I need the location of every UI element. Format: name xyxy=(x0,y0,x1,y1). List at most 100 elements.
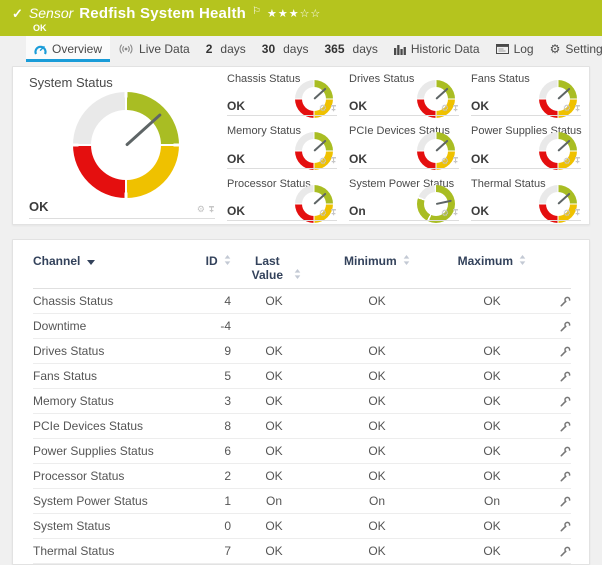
log-icon xyxy=(495,44,509,54)
pin-icon[interactable] xyxy=(330,104,337,113)
cell-last: OK xyxy=(231,388,317,414)
pin-icon[interactable] xyxy=(574,209,581,217)
cell-max: OK xyxy=(437,363,547,389)
mini-gauge xyxy=(295,184,333,223)
tab-overview[interactable]: Overview xyxy=(26,36,111,62)
gear-icon[interactable]: ⚙ xyxy=(196,204,205,214)
channel-settings-wrench-icon[interactable] xyxy=(560,321,571,332)
tab-365-days[interactable]: 365 days xyxy=(316,36,385,62)
mini-gauge-title: Memory Status xyxy=(227,125,301,138)
channel-settings-wrench-icon[interactable] xyxy=(560,496,571,507)
channel-settings-wrench-icon[interactable] xyxy=(560,471,571,482)
cell-max: OK xyxy=(437,388,547,414)
cell-channel: System Power Status xyxy=(33,488,183,514)
priority-stars[interactable]: ★★★☆☆ xyxy=(266,8,322,20)
mini-gauge-title: Thermal Status xyxy=(471,177,546,190)
column-header-id[interactable]: ID xyxy=(183,250,231,289)
pin-icon[interactable] xyxy=(452,104,459,113)
mini-gauge xyxy=(295,80,333,118)
mini-gauge-title: Fans Status xyxy=(471,73,530,85)
cell-min: OK xyxy=(317,388,437,414)
cell-min: OK xyxy=(317,438,437,464)
gauge-footer-icons: ⚙ xyxy=(562,207,581,218)
cell-min: OK xyxy=(317,538,437,564)
mini-gauge-cell: Processor Status OK ⚙ xyxy=(223,172,345,224)
pin-icon[interactable] xyxy=(452,209,459,217)
pin-icon[interactable] xyxy=(330,209,337,217)
channel-settings-wrench-icon[interactable] xyxy=(560,446,571,457)
tab-2-days[interactable]: 2 days xyxy=(198,36,254,62)
column-label: Minimum xyxy=(343,254,397,268)
tab-live-data[interactable]: Live Data xyxy=(110,36,198,62)
mini-gauge-footer: OK ⚙ xyxy=(349,99,459,117)
cell-last: On xyxy=(231,488,317,514)
pin-icon[interactable] xyxy=(574,104,581,113)
pin-icon[interactable] xyxy=(452,157,459,165)
cell-channel: Chassis Status xyxy=(33,288,183,314)
priority-flag-icon[interactable]: ⚐ xyxy=(252,6,261,17)
pin-icon[interactable] xyxy=(574,157,581,165)
cell-channel: Processor Status xyxy=(33,463,183,489)
cell-max: OK xyxy=(437,413,547,439)
tab-historic-data[interactable]: Historic Data xyxy=(386,36,488,62)
mini-gauge-cell: Memory Status OK ⚙ xyxy=(223,119,345,171)
pin-icon[interactable] xyxy=(208,205,215,214)
cell-id: 8 xyxy=(183,413,231,439)
gear-icon[interactable]: ⚙ xyxy=(440,207,449,218)
cell-max: OK xyxy=(437,288,547,314)
channel-row: System Status 0 OK OK OK xyxy=(33,513,571,539)
mini-gauge-footer: OK ⚙ xyxy=(349,152,459,169)
sort-updown-icon xyxy=(520,255,526,265)
gear-icon[interactable]: ⚙ xyxy=(562,103,571,114)
channel-settings-wrench-icon[interactable] xyxy=(560,546,571,557)
channel-settings-wrench-icon[interactable] xyxy=(560,371,571,382)
channel-settings-wrench-icon[interactable] xyxy=(560,346,571,357)
cell-channel: PCIe Devices Status xyxy=(33,413,183,439)
mini-gauge-value: OK xyxy=(349,151,367,166)
gear-icon[interactable]: ⚙ xyxy=(318,207,327,218)
cell-max xyxy=(437,313,547,339)
column-header-channel[interactable]: Channel xyxy=(33,250,183,289)
column-header-maximum[interactable]: Maximum xyxy=(437,250,547,289)
tab-log[interactable]: Log xyxy=(488,36,542,62)
tab-30-days[interactable]: 30 days xyxy=(254,36,317,62)
mini-gauge xyxy=(417,184,455,223)
gauges-panel: System Status OK ⚙ Chassis Stat xyxy=(12,66,590,225)
channel-settings-wrench-icon[interactable] xyxy=(560,296,571,307)
tab-label: days xyxy=(352,42,378,56)
tab-day-count: 365 xyxy=(324,42,345,56)
cell-last: OK xyxy=(231,463,317,489)
sensor-status-text: OK xyxy=(33,23,47,33)
gear-icon[interactable]: ⚙ xyxy=(440,103,449,114)
gauge-footer-icons: ⚙ xyxy=(318,155,337,166)
tab-label: Settings xyxy=(565,42,602,56)
tab-settings[interactable]: ⚙ Settings xyxy=(542,36,602,62)
channel-settings-wrench-icon[interactable] xyxy=(560,421,571,432)
channel-settings-wrench-icon[interactable] xyxy=(560,396,571,407)
gauge-footer-icons: ⚙ xyxy=(441,104,459,113)
sort-updown-icon xyxy=(224,255,231,265)
cell-channel: System Status xyxy=(33,513,183,539)
gear-icon[interactable]: ⚙ xyxy=(318,155,327,166)
channel-settings-wrench-icon[interactable] xyxy=(560,521,571,532)
pin-icon[interactable] xyxy=(330,157,337,165)
cell-max: OK xyxy=(437,538,547,564)
gear-icon[interactable]: ⚙ xyxy=(562,155,571,166)
cell-id: 6 xyxy=(183,438,231,464)
cell-min: OK xyxy=(317,338,437,364)
column-header-last-value[interactable]: Last Value xyxy=(231,250,317,289)
cell-id: 2 xyxy=(183,463,231,489)
sensor-overview-content: System Status OK ⚙ Chassis Stat xyxy=(0,62,602,565)
tab-label: days xyxy=(220,42,246,56)
column-header-minimum[interactable]: Minimum xyxy=(317,250,437,289)
mini-gauge xyxy=(417,80,455,118)
mini-gauge-value: OK xyxy=(471,99,489,114)
channel-row: Processor Status 2 OK OK OK xyxy=(33,463,571,489)
gauge-footer-icons: ⚙ xyxy=(319,104,337,113)
mini-gauge-title: Drives Status xyxy=(349,73,415,85)
gear-icon[interactable]: ⚙ xyxy=(318,103,327,114)
gear-icon[interactable]: ⚙ xyxy=(562,207,571,218)
cell-min: OK xyxy=(317,513,437,539)
mini-gauge-footer: OK ⚙ xyxy=(471,99,581,117)
gear-icon[interactable]: ⚙ xyxy=(440,155,449,166)
